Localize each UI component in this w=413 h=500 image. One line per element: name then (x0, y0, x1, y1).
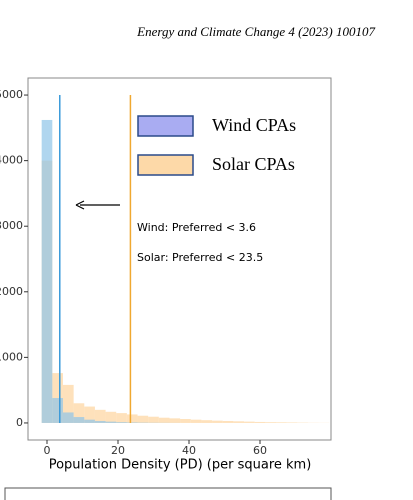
bar (244, 421, 255, 423)
bar (286, 422, 298, 423)
bar (105, 421, 117, 423)
bar (105, 411, 117, 423)
x-tick-label: 0 (43, 444, 50, 457)
bar (169, 418, 181, 423)
bar (158, 417, 170, 423)
bar (116, 413, 127, 423)
x-tick-label: 40 (182, 444, 196, 457)
citation: Energy and Climate Change 4 (2023) 10010… (136, 24, 375, 39)
bar (190, 419, 202, 423)
y-tick-label: 0 (16, 416, 23, 429)
bar (265, 422, 276, 423)
bar (84, 406, 95, 423)
bar (126, 414, 138, 423)
y-tick-label: 5000 (0, 88, 23, 101)
bar (62, 412, 74, 423)
legend-label: Solar CPAs (212, 154, 295, 174)
x-tick-label: 60 (253, 444, 267, 457)
legend-swatch (137, 115, 194, 137)
bar (137, 415, 149, 423)
legend-swatch (137, 154, 194, 176)
bar (94, 409, 106, 423)
x-axis-label: Population Density (PD) (per square km) (49, 458, 312, 473)
y-tick-label: 3000 (0, 219, 23, 232)
plot-frame (27, 77, 332, 441)
bar (73, 417, 85, 423)
bar (148, 416, 159, 423)
x-tick-label: 20 (111, 444, 125, 457)
annotation: Solar: Preferred < 23.5 (137, 251, 263, 264)
arrow-head (75, 200, 85, 210)
y-tick-label: 4000 (0, 154, 23, 167)
bar (180, 419, 191, 423)
bar (52, 398, 63, 423)
annotation: Wind: Preferred < 3.6 (137, 221, 256, 234)
y-tick-label: 1000 (0, 350, 23, 363)
bar (94, 420, 106, 423)
bar (212, 420, 223, 423)
y-tick-label: 2000 (0, 285, 23, 298)
bar (233, 421, 245, 423)
bar (73, 403, 85, 423)
bar (62, 384, 74, 423)
bar (254, 421, 266, 423)
legend-label: Wind CPAs (212, 115, 296, 135)
bars (41, 119, 330, 423)
bar (116, 422, 127, 423)
bar (41, 119, 53, 423)
bar (126, 422, 138, 423)
bar (201, 420, 213, 423)
bar (222, 420, 234, 423)
next-figure-frame (4, 487, 332, 500)
bar (84, 419, 95, 423)
bar (275, 422, 287, 423)
